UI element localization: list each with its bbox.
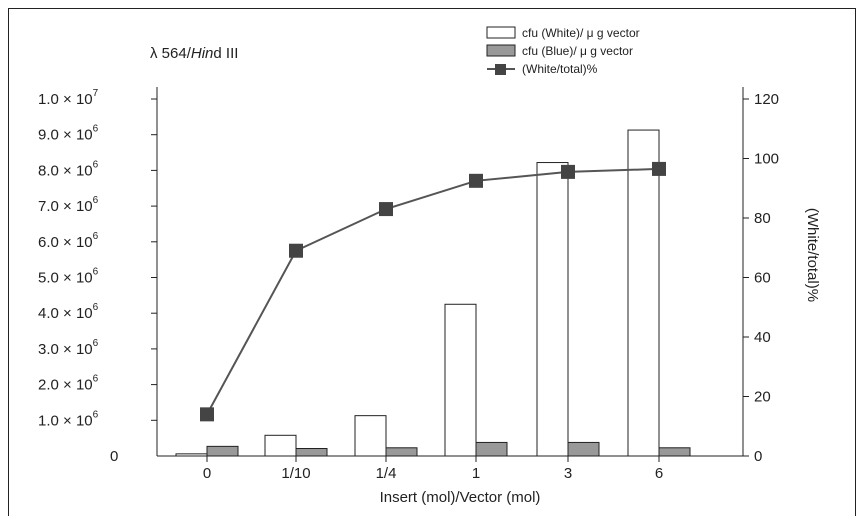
- left-tick-label: 5.0 × 106: [38, 267, 99, 287]
- bar-white: [354, 415, 387, 457]
- bar-blue: [385, 447, 418, 457]
- bar-blue: [206, 445, 239, 457]
- legend-label-ratio: (White/total)%: [522, 62, 598, 76]
- x-tick-label: 6: [655, 465, 663, 482]
- ratio-marker: [200, 407, 214, 422]
- legend-label-white: cfu (White)/ μ g vector: [522, 26, 640, 40]
- x-ticks: 0 1/10 1/4 1 3 6: [203, 456, 663, 482]
- left-tick-label: 3.0 × 106: [38, 338, 99, 358]
- right-tick-label: 80: [754, 210, 771, 227]
- left-tick-label: 6.0 × 106: [38, 231, 99, 251]
- ratio-marker: [469, 173, 483, 188]
- legend-marker-ratio: [495, 64, 506, 75]
- legend-label-blue: cfu (Blue)/ μ g vector: [522, 44, 633, 58]
- x-tick-label: 1/4: [376, 465, 397, 482]
- right-tick-label: 120: [754, 91, 779, 108]
- x-tick-label: 1/10: [281, 465, 310, 482]
- ratio-line-path: [206, 167, 660, 415]
- ratio-marker: [379, 202, 393, 217]
- bar-white: [175, 453, 208, 457]
- bar-blue: [658, 447, 691, 457]
- left-tick-label: 9.0 × 106: [38, 124, 99, 144]
- bars: [175, 129, 691, 457]
- ratio-line: [200, 161, 666, 422]
- left-tick-label: 7.0 × 106: [38, 195, 99, 215]
- right-ticks: 0 20 40 60 80 100 120: [743, 91, 779, 465]
- legend-swatch-white: [486, 26, 516, 39]
- ratio-marker: [289, 243, 303, 258]
- left-tick-label: 8.0 × 106: [38, 159, 99, 179]
- legend-swatch-blue: [486, 44, 516, 57]
- bar-white: [627, 129, 660, 457]
- left-tick-label: 0: [110, 448, 118, 465]
- x-axis-label: Insert (mol)/Vector (mol): [380, 489, 541, 506]
- x-tick-label: 0: [203, 465, 211, 482]
- right-tick-label: 20: [754, 389, 771, 406]
- ratio-marker: [561, 164, 575, 179]
- right-tick-label: 40: [754, 329, 771, 346]
- left-tick-label: 4.0 × 106: [38, 302, 99, 322]
- bar-blue: [295, 448, 328, 457]
- left-tick-label: 2.0 × 106: [38, 374, 99, 394]
- right-tick-label: 60: [754, 270, 771, 287]
- bar-blue: [475, 441, 508, 457]
- bar-white: [444, 303, 477, 457]
- left-ticks: 0 1.0 × 106 2.0 × 106 3.0 × 106 4.0 × 106 5.0…: [38, 88, 157, 465]
- right-tick-label: 100: [754, 151, 779, 168]
- left-tick-label: 1.0 × 106: [38, 409, 99, 429]
- right-axis-label: (White/total)%: [804, 208, 821, 302]
- bar-blue: [567, 441, 600, 457]
- x-tick-label: 3: [564, 465, 572, 482]
- legend: cfu (White)/ μ g vector cfu (Blue)/ μ g …: [486, 26, 640, 76]
- right-tick-label: 0: [754, 448, 762, 465]
- bar-white: [536, 162, 569, 457]
- figure-frame: [8, 8, 856, 516]
- chart-title: λ 564/Hind III: [150, 45, 238, 62]
- left-tick-label: 1.0 × 107: [38, 88, 99, 108]
- ratio-marker: [652, 161, 666, 176]
- x-tick-label: 1: [472, 465, 480, 482]
- bar-white: [264, 434, 297, 457]
